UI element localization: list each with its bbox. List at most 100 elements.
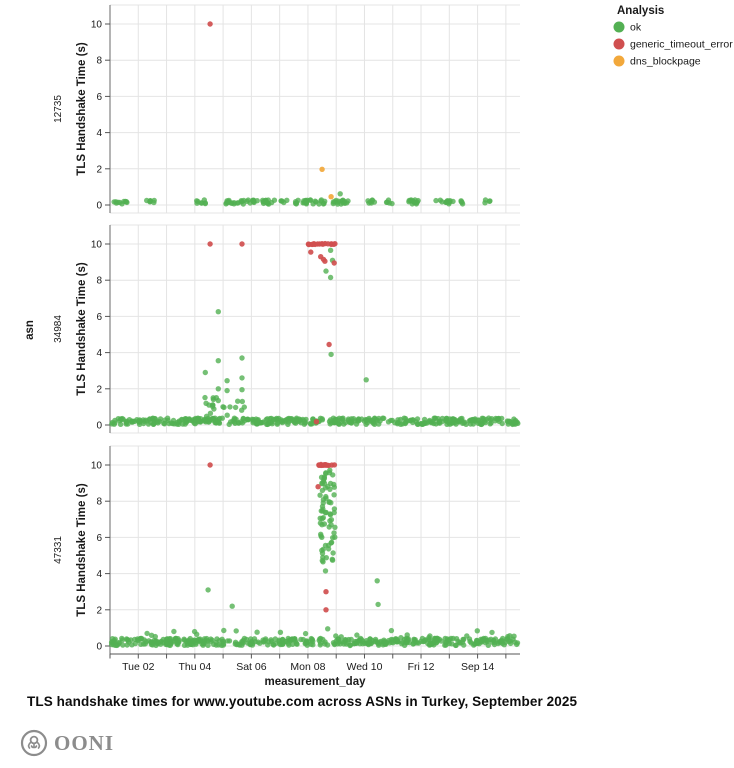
data-point-ok[interactable] (327, 467, 333, 473)
data-point-ok[interactable] (402, 420, 408, 427)
data-point-ok[interactable] (341, 641, 347, 647)
data-point-ok[interactable] (248, 639, 254, 646)
data-point-ok[interactable] (294, 641, 300, 647)
data-point-ok[interactable] (388, 627, 395, 634)
data-point-dns_blockpage[interactable] (319, 166, 325, 172)
data-point-ok[interactable] (337, 191, 343, 197)
data-point-ok[interactable] (252, 639, 258, 645)
data-point-ok[interactable] (215, 386, 221, 392)
data-point-ok[interactable] (152, 416, 158, 422)
data-point-ok[interactable] (179, 417, 185, 423)
data-point-ok[interactable] (233, 416, 239, 422)
data-point-ok[interactable] (239, 387, 245, 393)
data-point-ok[interactable] (117, 199, 123, 206)
data-point-ok[interactable] (202, 369, 208, 376)
data-point-ok[interactable] (317, 492, 323, 498)
data-point-ok[interactable] (445, 638, 451, 644)
data-point-ok[interactable] (112, 642, 119, 648)
data-point-ok[interactable] (202, 200, 208, 206)
data-point-ok[interactable] (331, 492, 337, 498)
data-point-ok[interactable] (250, 197, 257, 204)
data-point-ok[interactable] (245, 197, 251, 203)
data-point-ok[interactable] (320, 500, 326, 506)
data-point-ok[interactable] (338, 634, 344, 640)
data-point-ok[interactable] (323, 268, 329, 274)
data-point-ok[interactable] (330, 550, 336, 556)
data-point-ok[interactable] (319, 487, 326, 494)
data-point-ok[interactable] (398, 421, 404, 427)
data-point-ok[interactable] (358, 637, 365, 643)
data-point-ok[interactable] (331, 530, 337, 536)
data-point-ok[interactable] (301, 418, 307, 424)
data-point-ok[interactable] (326, 499, 332, 505)
data-point-ok[interactable] (439, 418, 445, 425)
data-point-ok[interactable] (328, 351, 334, 358)
data-point-ok[interactable] (322, 542, 329, 549)
data-point-ok[interactable] (210, 415, 216, 422)
data-point-ok[interactable] (498, 637, 505, 643)
data-point-ok[interactable] (374, 578, 380, 584)
data-point-ok[interactable] (426, 417, 433, 424)
data-point-generic_timeout_error[interactable] (313, 419, 320, 425)
data-point-ok[interactable] (308, 635, 314, 642)
data-point-ok[interactable] (390, 637, 396, 643)
data-point-ok[interactable] (471, 642, 477, 648)
data-point-ok[interactable] (363, 377, 369, 383)
data-point-ok[interactable] (129, 642, 135, 648)
data-point-ok[interactable] (109, 636, 116, 642)
data-point-ok[interactable] (125, 637, 131, 643)
data-point-ok[interactable] (151, 197, 157, 204)
data-point-ok[interactable] (205, 587, 211, 593)
data-point-ok[interactable] (205, 642, 211, 648)
data-point-ok[interactable] (239, 398, 245, 405)
data-point-ok[interactable] (136, 418, 143, 425)
data-point-generic_timeout_error[interactable] (207, 241, 213, 247)
data-point-ok[interactable] (181, 636, 187, 642)
data-point-ok[interactable] (411, 637, 417, 643)
data-point-generic_timeout_error[interactable] (310, 241, 316, 248)
data-point-ok[interactable] (329, 557, 336, 563)
data-point-ok[interactable] (439, 199, 445, 205)
data-point-generic_timeout_error[interactable] (320, 241, 326, 247)
data-point-ok[interactable] (323, 495, 329, 501)
data-point-ok[interactable] (404, 632, 410, 638)
data-point-ok[interactable] (224, 378, 230, 384)
data-point-ok[interactable] (316, 201, 322, 207)
data-point-ok[interactable] (449, 416, 455, 423)
facet-plot-area-34984[interactable] (110, 225, 520, 433)
data-point-ok[interactable] (232, 404, 239, 411)
data-point-ok[interactable] (476, 641, 482, 647)
data-point-ok[interactable] (372, 639, 378, 645)
data-point-ok[interactable] (367, 636, 373, 642)
data-point-ok[interactable] (453, 421, 459, 427)
data-point-ok[interactable] (507, 640, 514, 647)
data-point-ok[interactable] (461, 636, 467, 643)
data-point-ok[interactable] (398, 635, 404, 641)
data-point-ok[interactable] (464, 633, 470, 639)
data-point-ok[interactable] (119, 415, 126, 422)
data-point-ok[interactable] (270, 641, 276, 648)
data-point-ok[interactable] (264, 200, 270, 206)
data-point-ok[interactable] (320, 554, 326, 561)
data-point-ok[interactable] (148, 632, 155, 638)
data-point-ok[interactable] (281, 199, 287, 206)
data-point-ok[interactable] (433, 421, 439, 427)
data-point-ok[interactable] (324, 642, 331, 648)
data-point-ok[interactable] (124, 199, 130, 206)
data-point-ok[interactable] (475, 417, 482, 424)
data-point-ok[interactable] (350, 416, 357, 422)
data-point-ok[interactable] (240, 201, 246, 207)
data-point-ok[interactable] (371, 421, 378, 427)
data-point-ok[interactable] (504, 418, 510, 424)
data-point-ok[interactable] (479, 637, 485, 643)
data-point-ok[interactable] (348, 636, 354, 643)
data-point-ok[interactable] (354, 632, 360, 638)
data-point-ok[interactable] (264, 416, 270, 422)
data-point-ok[interactable] (215, 309, 221, 315)
data-point-ok[interactable] (274, 421, 280, 427)
data-point-ok[interactable] (330, 535, 336, 541)
data-point-ok[interactable] (175, 641, 181, 648)
data-point-generic_timeout_error[interactable] (207, 462, 213, 468)
data-point-ok[interactable] (321, 476, 327, 482)
data-point-ok[interactable] (271, 197, 278, 203)
